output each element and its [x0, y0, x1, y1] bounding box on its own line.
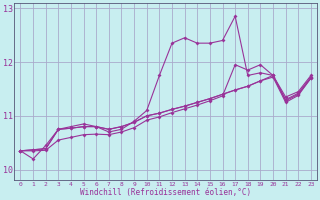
X-axis label: Windchill (Refroidissement éolien,°C): Windchill (Refroidissement éolien,°C)	[80, 188, 251, 197]
